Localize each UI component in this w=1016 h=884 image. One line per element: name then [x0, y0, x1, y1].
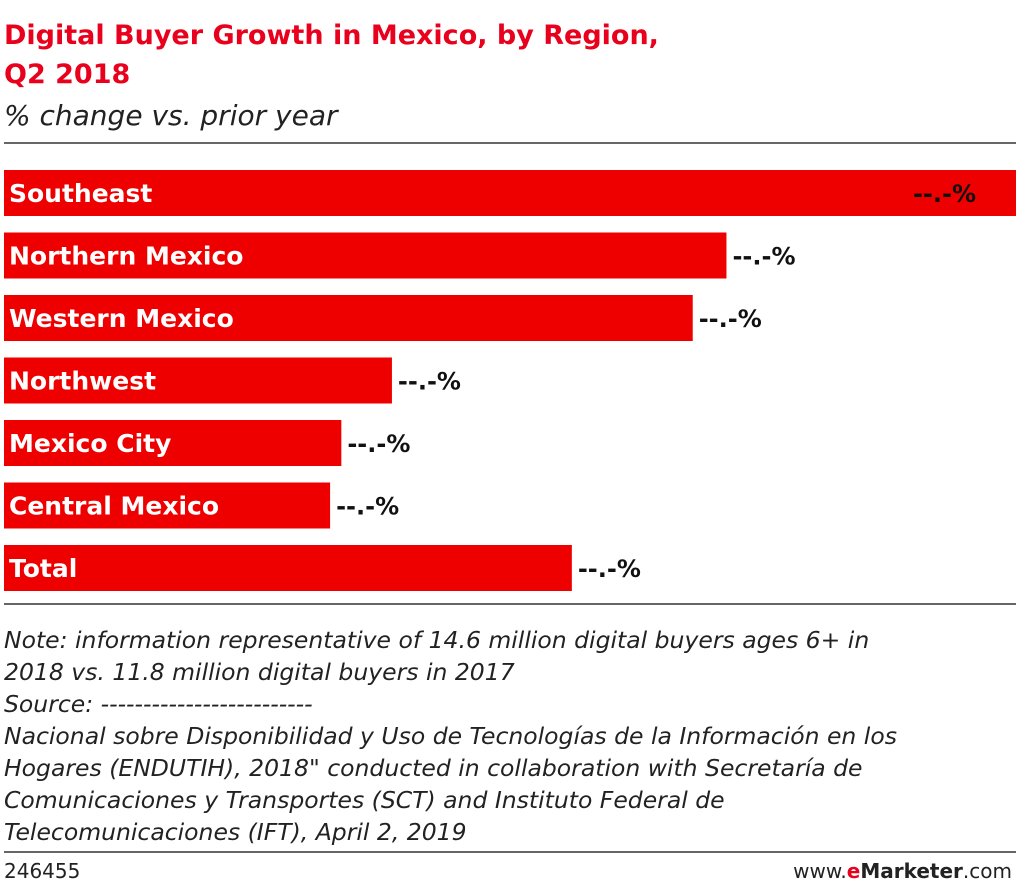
brand-part: www.: [793, 859, 847, 883]
value-label: --.-%: [398, 368, 461, 396]
brand-part: .com: [963, 859, 1012, 883]
bar: [4, 482, 331, 529]
note-line: Telecomunicaciones (IFT), April 2, 2019: [4, 818, 467, 846]
category-label: Mexico City: [9, 429, 171, 458]
chart-title: Q2 2018: [4, 59, 130, 90]
chart-id: 246455: [4, 859, 80, 883]
bar: [4, 357, 392, 404]
value-label: --.-%: [732, 243, 795, 271]
brand-part: e: [847, 859, 861, 883]
category-label: Southeast: [9, 179, 152, 208]
bar: [4, 545, 572, 591]
category-label: Total: [9, 554, 77, 583]
chart-title: Digital Buyer Growth in Mexico, by Regio…: [4, 20, 659, 51]
note-line: Comunicaciones y Transportes (SCT) and I…: [4, 786, 725, 814]
note-line: 2018 vs. 11.8 million digital buyers in …: [4, 658, 515, 686]
chart-subtitle: % change vs. prior year: [4, 99, 339, 132]
value-label: --.-%: [578, 555, 641, 583]
brand-part: Marketer: [860, 859, 963, 883]
value-label: --.-%: [699, 305, 762, 333]
note-line: Hogares (ENDUTIH), 2018" conducted in co…: [4, 754, 863, 782]
category-label: Central Mexico: [9, 492, 219, 521]
note-line: Source: -------------------------: [4, 690, 313, 718]
category-label: Northwest: [9, 367, 156, 396]
value-label: --.-%: [913, 180, 976, 208]
bar: [4, 170, 1016, 216]
note-line: Nacional sobre Disponibilidad y Uso de T…: [4, 722, 897, 750]
bar: [4, 420, 342, 466]
value-label: --.-%: [336, 493, 399, 521]
category-label: Northern Mexico: [9, 242, 244, 271]
note-line: Note: information representative of 14.6…: [4, 626, 869, 654]
bar: [4, 295, 693, 341]
value-label: --.-%: [347, 430, 410, 458]
bar: [4, 232, 727, 279]
brand: www.eMarketer.com: [793, 859, 1012, 883]
category-label: Western Mexico: [9, 304, 234, 333]
